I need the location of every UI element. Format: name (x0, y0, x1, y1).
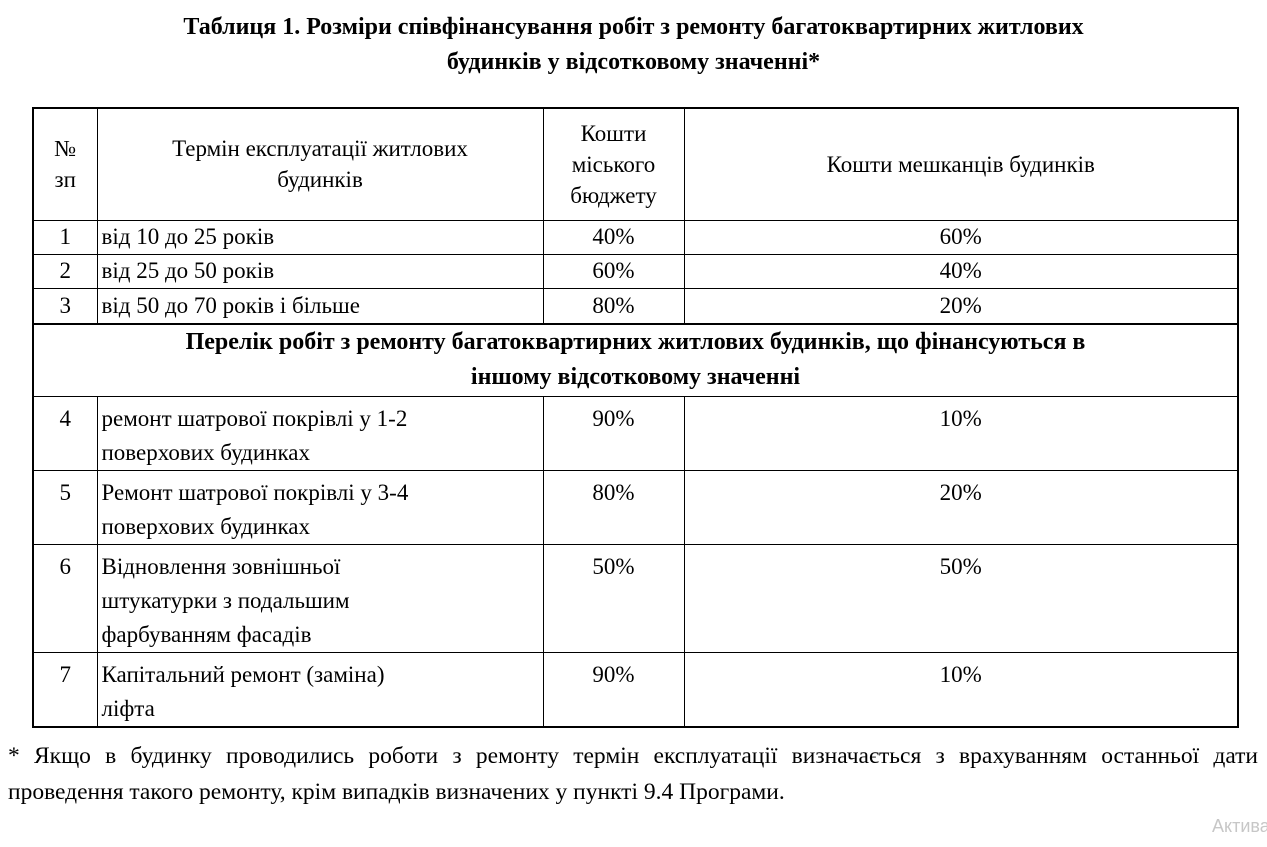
table-row: 1 від 10 до 25 років 40% 60% (32, 219, 1239, 255)
table-header-row: № зп Термін експлуатації житлових будинк… (32, 107, 1239, 221)
section-header: Перелік робіт з ремонту багатоквартирних… (32, 323, 1239, 397)
row-budget-pct: 90% (542, 395, 685, 471)
row-label: Відновлення зовнішньої штукатурки з пода… (96, 543, 544, 653)
header-term: Термін експлуатації житлових будинків (96, 107, 544, 221)
header-residents: Кошти мешканців будинків (683, 107, 1239, 221)
row-label: від 10 до 25 років (96, 219, 544, 255)
table-row: 2 від 25 до 50 років 60% 40% (32, 253, 1239, 289)
table-title: Таблиця 1. Розміри співфінансування робі… (183, 14, 1084, 75)
row-label: Капітальний ремонт (заміна) ліфта (96, 651, 544, 727)
row-number: 2 (32, 253, 98, 289)
row-residents-pct: 60% (683, 219, 1239, 255)
row-label: від 50 до 70 років і більше (96, 287, 544, 325)
row-residents-pct: 10% (683, 395, 1239, 471)
row-budget-pct: 80% (542, 287, 685, 325)
header-num: № зп (32, 107, 98, 221)
row-number: 7 (32, 651, 98, 727)
table-row: 4 ремонт шатрової покрівлі у 1-2 поверхо… (32, 395, 1239, 471)
row-residents-pct: 50% (683, 543, 1239, 653)
row-budget-pct: 90% (542, 651, 685, 727)
document-page: { "title": "Таблиця 1. Розміри співфінан… (0, 10, 1267, 847)
row-residents-pct: 10% (683, 651, 1239, 727)
row-label: від 25 до 50 років (96, 253, 544, 289)
row-number: 1 (32, 219, 98, 255)
row-residents-pct: 20% (683, 469, 1239, 545)
row-number: 5 (32, 469, 98, 545)
footnote-text: * Якщо в будинку проводились роботи з ре… (8, 742, 1258, 805)
activation-watermark-text: Актива (1212, 816, 1267, 836)
row-number: 3 (32, 287, 98, 325)
table-row: 6 Відновлення зовнішньої штукатурки з по… (32, 543, 1239, 653)
row-budget-pct: 50% (542, 543, 685, 653)
row-label: Ремонт шатрової покрівлі у 3-4 поверхови… (96, 469, 544, 545)
table-section-row: Перелік робіт з ремонту багатоквартирних… (32, 323, 1239, 397)
row-number: 4 (32, 395, 98, 471)
cofinancing-table: № зп Термін експлуатації житлових будинк… (32, 107, 1239, 728)
row-residents-pct: 20% (683, 287, 1239, 325)
row-budget-pct: 40% (542, 219, 685, 255)
table-row: 7 Капітальний ремонт (заміна) ліфта 90% … (32, 651, 1239, 727)
row-label: ремонт шатрової покрівлі у 1-2 поверхови… (96, 395, 544, 471)
row-residents-pct: 40% (683, 253, 1239, 289)
row-budget-pct: 80% (542, 469, 685, 545)
row-number: 6 (32, 543, 98, 653)
table-row: 3 від 50 до 70 років і більше 80% 20% (32, 287, 1239, 325)
header-budget: Кошти міського бюджету (542, 107, 685, 221)
table-row: 5 Ремонт шатрової покрівлі у 3-4 поверхо… (32, 469, 1239, 545)
row-budget-pct: 60% (542, 253, 685, 289)
